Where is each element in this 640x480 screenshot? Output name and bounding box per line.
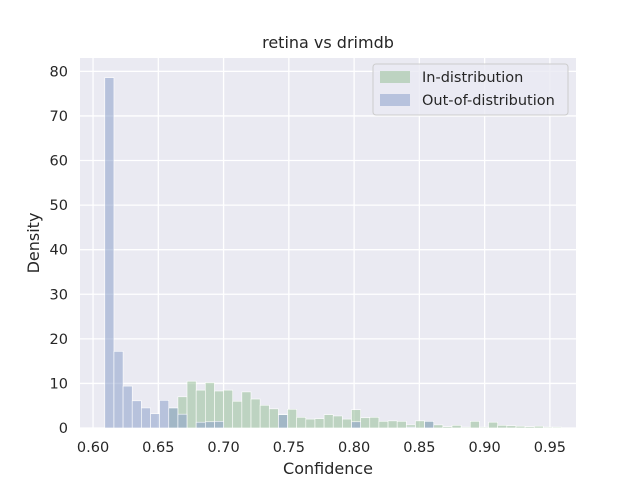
x-tick-label: 0.70 bbox=[207, 440, 239, 456]
histogram-bar bbox=[141, 407, 151, 429]
histogram-bar bbox=[287, 408, 297, 429]
legend: In-distribution Out-of-distribution bbox=[372, 63, 569, 116]
histogram-bar bbox=[205, 421, 215, 429]
histogram-bars bbox=[104, 77, 562, 429]
histogram-bar bbox=[515, 425, 526, 429]
x-tick-label: 0.80 bbox=[338, 440, 370, 456]
y-tick-label: 60 bbox=[50, 154, 68, 170]
histogram-bar bbox=[232, 400, 243, 429]
y-tick-label: 30 bbox=[50, 287, 68, 303]
histogram-bar bbox=[433, 424, 444, 429]
series-1-bars bbox=[104, 77, 435, 429]
histogram-bar bbox=[205, 382, 215, 429]
histogram-bar bbox=[351, 421, 361, 429]
legend-label-in-distribution: In-distribution bbox=[422, 70, 523, 86]
histogram-bar bbox=[387, 420, 398, 429]
histogram-bar bbox=[552, 426, 562, 429]
x-axis-label: Confidence bbox=[283, 459, 373, 478]
x-tick-label: 0.90 bbox=[468, 440, 500, 456]
histogram-bar bbox=[460, 426, 471, 429]
histogram-bar bbox=[268, 408, 279, 429]
x-tick-label: 0.95 bbox=[534, 440, 566, 456]
legend-frame bbox=[372, 63, 569, 116]
histogram-bar bbox=[150, 413, 160, 429]
histogram-bar bbox=[342, 418, 352, 429]
histogram-bar bbox=[332, 415, 343, 429]
histogram-bar bbox=[250, 398, 261, 429]
legend-swatch-in-distribution bbox=[380, 71, 410, 83]
histogram-bar bbox=[533, 425, 544, 429]
histogram-bar bbox=[195, 421, 206, 429]
histogram-bar bbox=[241, 391, 252, 429]
histogram-bar bbox=[214, 421, 224, 429]
histogram-bar bbox=[259, 404, 270, 429]
y-tick-label: 70 bbox=[50, 109, 68, 125]
histogram-bar bbox=[323, 414, 334, 429]
histogram-bar bbox=[131, 400, 142, 429]
histogram-bar bbox=[369, 417, 380, 429]
histogram-bar bbox=[415, 420, 425, 429]
x-tick-label: 0.75 bbox=[273, 440, 305, 456]
chart-title: retina vs drimdb bbox=[262, 33, 394, 52]
histogram-bar bbox=[104, 77, 115, 429]
histogram-bar bbox=[113, 351, 124, 429]
histogram-bar bbox=[543, 426, 553, 429]
histogram-bar bbox=[406, 426, 416, 429]
x-tick-labels: 0.60 0.65 0.70 0.75 0.80 0.85 0.90 0.95 bbox=[77, 440, 566, 456]
histogram-bar bbox=[278, 414, 288, 429]
histogram-bar bbox=[168, 407, 179, 429]
y-tick-label: 50 bbox=[50, 198, 68, 214]
histogram-bar bbox=[469, 421, 480, 429]
y-tick-label: 80 bbox=[50, 64, 68, 80]
histogram-bar bbox=[305, 418, 316, 429]
histogram-bar bbox=[524, 426, 535, 429]
y-tick-label: 10 bbox=[50, 376, 68, 392]
histogram-bar bbox=[378, 421, 389, 429]
histogram-bar bbox=[424, 421, 435, 429]
histogram-bar bbox=[451, 425, 462, 429]
histogram-bar bbox=[442, 426, 453, 429]
x-tick-label: 0.60 bbox=[77, 440, 109, 456]
histogram-bar bbox=[506, 425, 517, 429]
histogram-bar bbox=[177, 413, 188, 429]
y-axis-label: Density bbox=[24, 213, 43, 274]
histogram-bar bbox=[479, 426, 489, 429]
histogram-bar bbox=[488, 421, 498, 429]
histogram-bar bbox=[396, 421, 407, 429]
histogram-bar bbox=[296, 417, 307, 429]
histogram-bar bbox=[186, 380, 197, 429]
histogram-bar bbox=[159, 400, 170, 429]
x-tick-label: 0.65 bbox=[142, 440, 174, 456]
histogram-bar bbox=[223, 389, 234, 429]
plot-background bbox=[80, 58, 576, 428]
histogram-bar bbox=[360, 417, 371, 429]
x-tick-label: 0.85 bbox=[403, 440, 435, 456]
y-tick-label: 40 bbox=[50, 243, 68, 259]
histogram-bar bbox=[314, 418, 325, 429]
legend-swatch-out-of-distribution bbox=[380, 94, 410, 106]
legend-label-out-of-distribution: Out-of-distribution bbox=[422, 93, 555, 109]
histogram-bar bbox=[122, 385, 133, 429]
y-tick-label: 0 bbox=[59, 421, 68, 437]
histogram-bar bbox=[497, 425, 508, 429]
y-tick-label: 20 bbox=[50, 332, 68, 348]
y-tick-labels: 0 10 20 30 40 50 60 70 80 bbox=[50, 64, 68, 437]
